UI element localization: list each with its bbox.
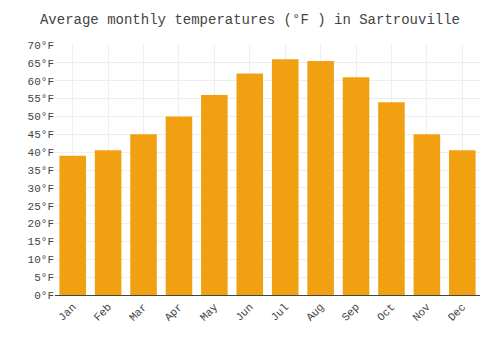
- svg-text:5°F: 5°F: [34, 272, 54, 284]
- svg-text:Mar: Mar: [127, 301, 149, 323]
- svg-text:50°F: 50°F: [28, 111, 54, 123]
- svg-text:70°F: 70°F: [28, 40, 54, 52]
- svg-text:Sep: Sep: [340, 301, 362, 323]
- svg-text:40°F: 40°F: [28, 147, 54, 159]
- svg-text:0°F: 0°F: [34, 290, 54, 302]
- svg-text:15°F: 15°F: [28, 236, 54, 248]
- svg-text:10°F: 10°F: [28, 254, 54, 266]
- svg-text:Feb: Feb: [92, 301, 114, 323]
- svg-text:Oct: Oct: [375, 301, 397, 323]
- svg-text:20°F: 20°F: [28, 218, 54, 230]
- svg-text:Jun: Jun: [233, 301, 255, 323]
- svg-text:Dec: Dec: [446, 301, 468, 323]
- svg-text:Nov: Nov: [410, 301, 433, 324]
- svg-text:45°F: 45°F: [28, 129, 54, 141]
- svg-text:30°F: 30°F: [28, 183, 54, 195]
- svg-text:Jul: Jul: [269, 301, 291, 323]
- svg-text:35°F: 35°F: [28, 165, 54, 177]
- svg-text:60°F: 60°F: [28, 76, 54, 88]
- svg-text:55°F: 55°F: [28, 93, 54, 105]
- svg-text:May: May: [198, 301, 221, 324]
- svg-text:65°F: 65°F: [28, 58, 54, 70]
- svg-text:Apr: Apr: [162, 301, 184, 323]
- svg-text:Average monthly temperatures (: Average monthly temperatures (°F ) in Sa…: [40, 12, 460, 28]
- svg-text:Aug: Aug: [304, 301, 326, 323]
- svg-text:25°F: 25°F: [28, 201, 54, 213]
- svg-text:Jan: Jan: [56, 301, 78, 323]
